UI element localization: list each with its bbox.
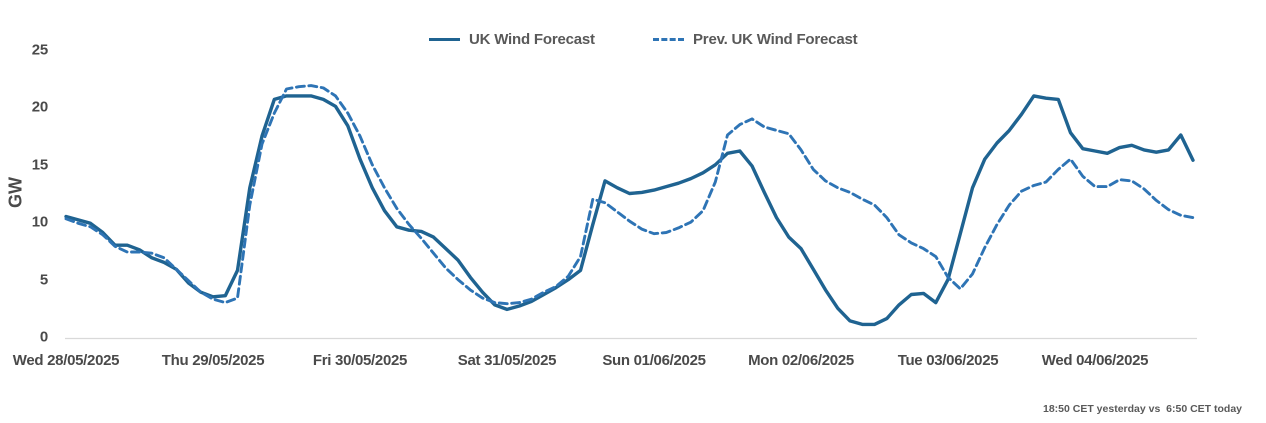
- legend-label: Prev. UK Wind Forecast: [693, 30, 858, 48]
- solid-line-legend-swatch: [429, 37, 460, 41]
- dashed-line-legend-swatch: [653, 37, 684, 41]
- y-tick-20: 20: [31, 98, 48, 116]
- legend-item-prev-uk-wind-forecast: Prev. UK Wind Forecast: [653, 30, 858, 48]
- x-tick-mon-02-06: Mon 02/06/2025: [748, 352, 854, 369]
- y-tick-15: 15: [31, 156, 48, 174]
- y-tick-0: 0: [39, 328, 48, 346]
- footnote-forecast-times: 18:50 CET yesterday vs 6:50 CET today: [1042, 403, 1242, 415]
- y-tick-10: 10: [31, 213, 48, 231]
- y-tick-25: 25: [31, 41, 48, 59]
- x-tick-tue-03-06: Tue 03/06/2025: [897, 352, 999, 369]
- legend-label: UK Wind Forecast: [469, 30, 595, 48]
- x-tick-sat-31-05: Sat 31/05/2025: [457, 352, 557, 369]
- footnote: 18:50 CET yesterday vs 6:50 CET today So…: [1043, 374, 1242, 423]
- prev-uk-wind-forecast-line: [64, 84, 1195, 306]
- x-tick-wed-28-05: Wed 28/05/2025: [12, 352, 120, 369]
- legend-item-uk-wind-forecast: UK Wind Forecast: [429, 30, 595, 48]
- x-tick-sun-01-06: Sun 01/06/2025: [602, 352, 706, 369]
- y-tick-5: 5: [39, 271, 48, 289]
- uk-wind-forecast-line: [64, 94, 1195, 327]
- x-tick-thu-29-05: Thu 29/05/2025: [161, 352, 265, 369]
- x-tick-wed-04-06: Wed 04/06/2025: [1041, 352, 1149, 369]
- x-tick-fri-30-05: Fri 30/05/2025: [312, 352, 408, 369]
